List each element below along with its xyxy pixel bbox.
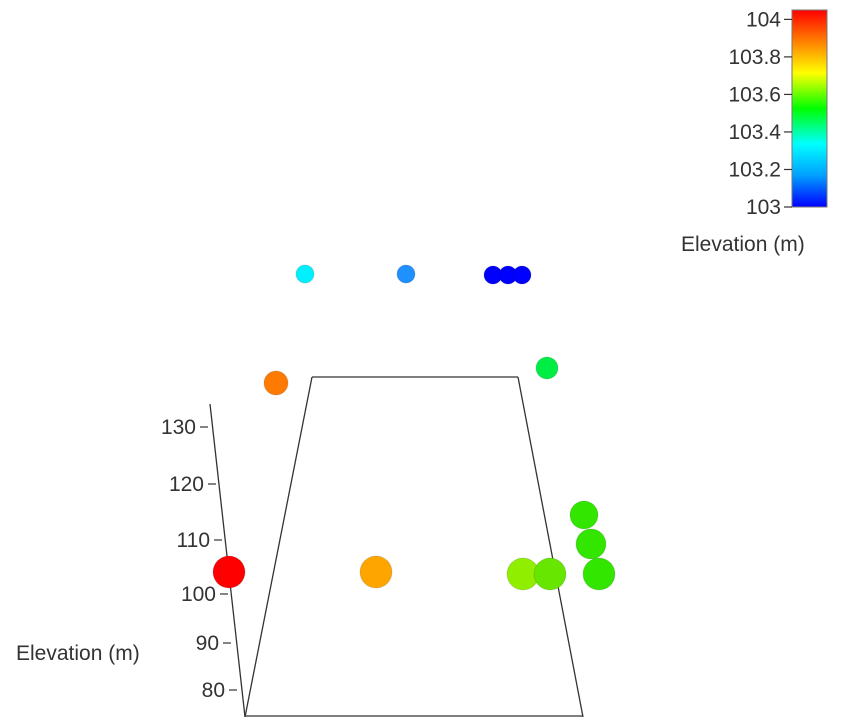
colorbar-tick-label: 103 bbox=[746, 196, 781, 219]
axis-tick-label: 90 bbox=[196, 632, 219, 655]
axis-tick-label: 110 bbox=[177, 529, 210, 552]
axis-tick-label: 100 bbox=[181, 583, 216, 606]
elevation-axis-ticks: 80 90 100 110 120 130 bbox=[161, 416, 237, 702]
elevation-axis: 80 90 100 110 120 130 Elevation (m) bbox=[16, 403, 246, 717]
data-point[interactable] bbox=[359, 555, 393, 589]
frame-left-edge bbox=[244, 376, 313, 717]
elevation-axis-title: Elevation (m) bbox=[16, 642, 140, 665]
colorbar-gradient bbox=[791, 9, 828, 208]
data-point[interactable] bbox=[582, 557, 616, 591]
colorbar: 103 103.2 103.4 103.6 103.8 104 Elevation (m) bbox=[681, 8, 828, 256]
data-point[interactable] bbox=[396, 264, 416, 284]
colorbar-title: Elevation (m) bbox=[681, 233, 805, 256]
colorbar-tick-label: 103.4 bbox=[728, 121, 781, 144]
data-point[interactable] bbox=[533, 557, 567, 591]
scene-frame bbox=[244, 376, 584, 717]
colorbar-tick-label: 103.6 bbox=[728, 83, 781, 106]
data-point[interactable] bbox=[575, 528, 607, 560]
axis-tick-label: 120 bbox=[169, 473, 204, 496]
data-points bbox=[212, 264, 616, 591]
colorbar-tick-label: 103.2 bbox=[728, 158, 781, 181]
colorbar-tick-label: 103.8 bbox=[728, 46, 781, 69]
data-point[interactable] bbox=[212, 555, 246, 589]
axis-tick-label: 80 bbox=[202, 679, 225, 702]
colorbar-ticks: 103 103.2 103.4 103.6 103.8 104 bbox=[728, 8, 792, 219]
colorbar-tick-label: 104 bbox=[746, 8, 781, 31]
axis-tick-label: 130 bbox=[161, 416, 196, 439]
data-point[interactable] bbox=[295, 264, 315, 284]
data-point[interactable] bbox=[569, 500, 599, 530]
data-point[interactable] bbox=[512, 265, 532, 285]
data-point[interactable] bbox=[263, 370, 289, 396]
frame-right-edge bbox=[517, 376, 584, 717]
data-point[interactable] bbox=[535, 356, 559, 380]
